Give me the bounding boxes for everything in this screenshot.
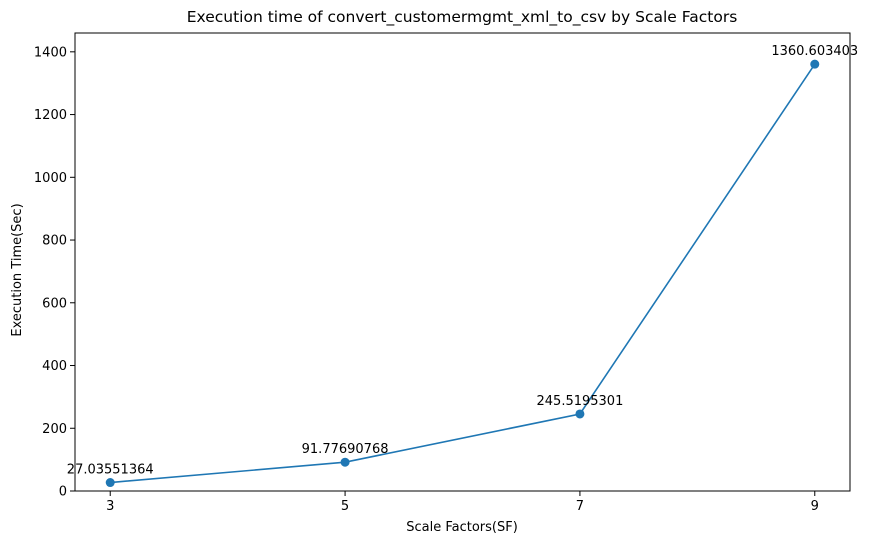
x-tick-label: 5 <box>341 499 349 514</box>
data-label: 245.5195301 <box>537 394 624 409</box>
data-label: 1360.603403 <box>771 44 858 59</box>
x-tick-label: 9 <box>811 499 819 514</box>
data-label: 27.03551364 <box>67 463 154 478</box>
data-point <box>105 478 115 488</box>
y-tick-label: 600 <box>42 296 67 311</box>
y-axis-title: Execution Time(Sec) <box>10 203 25 336</box>
plot-area <box>74 32 851 492</box>
plot-frame <box>74 32 851 492</box>
y-tick-label: 1000 <box>34 171 67 186</box>
series-line <box>110 63 816 484</box>
y-tick-label: 1400 <box>34 45 67 60</box>
data-label: 91.77690768 <box>302 442 389 457</box>
y-tick-label: 400 <box>42 359 67 374</box>
y-tick-label: 1200 <box>34 108 67 123</box>
series-layer: 27.03551364 91.77690768 245.5195301 1360.60… <box>67 44 858 488</box>
x-tick-label: 7 <box>576 499 584 514</box>
y-tick-label: 0 <box>59 485 67 500</box>
data-point <box>575 409 585 419</box>
y-axis: 0 200 400 600 800 1000 1200 1400 <box>34 45 75 500</box>
x-axis-title: Scale Factors(SF) <box>406 520 518 535</box>
y-tick-label: 200 <box>42 422 67 437</box>
data-point <box>810 59 820 69</box>
chart-title: Execution time of convert_customermgmt_x… <box>187 8 738 27</box>
y-tick-label: 800 <box>42 234 67 249</box>
x-tick-label: 3 <box>106 499 114 514</box>
x-axis: 3 5 7 9 <box>106 491 819 514</box>
data-point <box>340 457 350 467</box>
